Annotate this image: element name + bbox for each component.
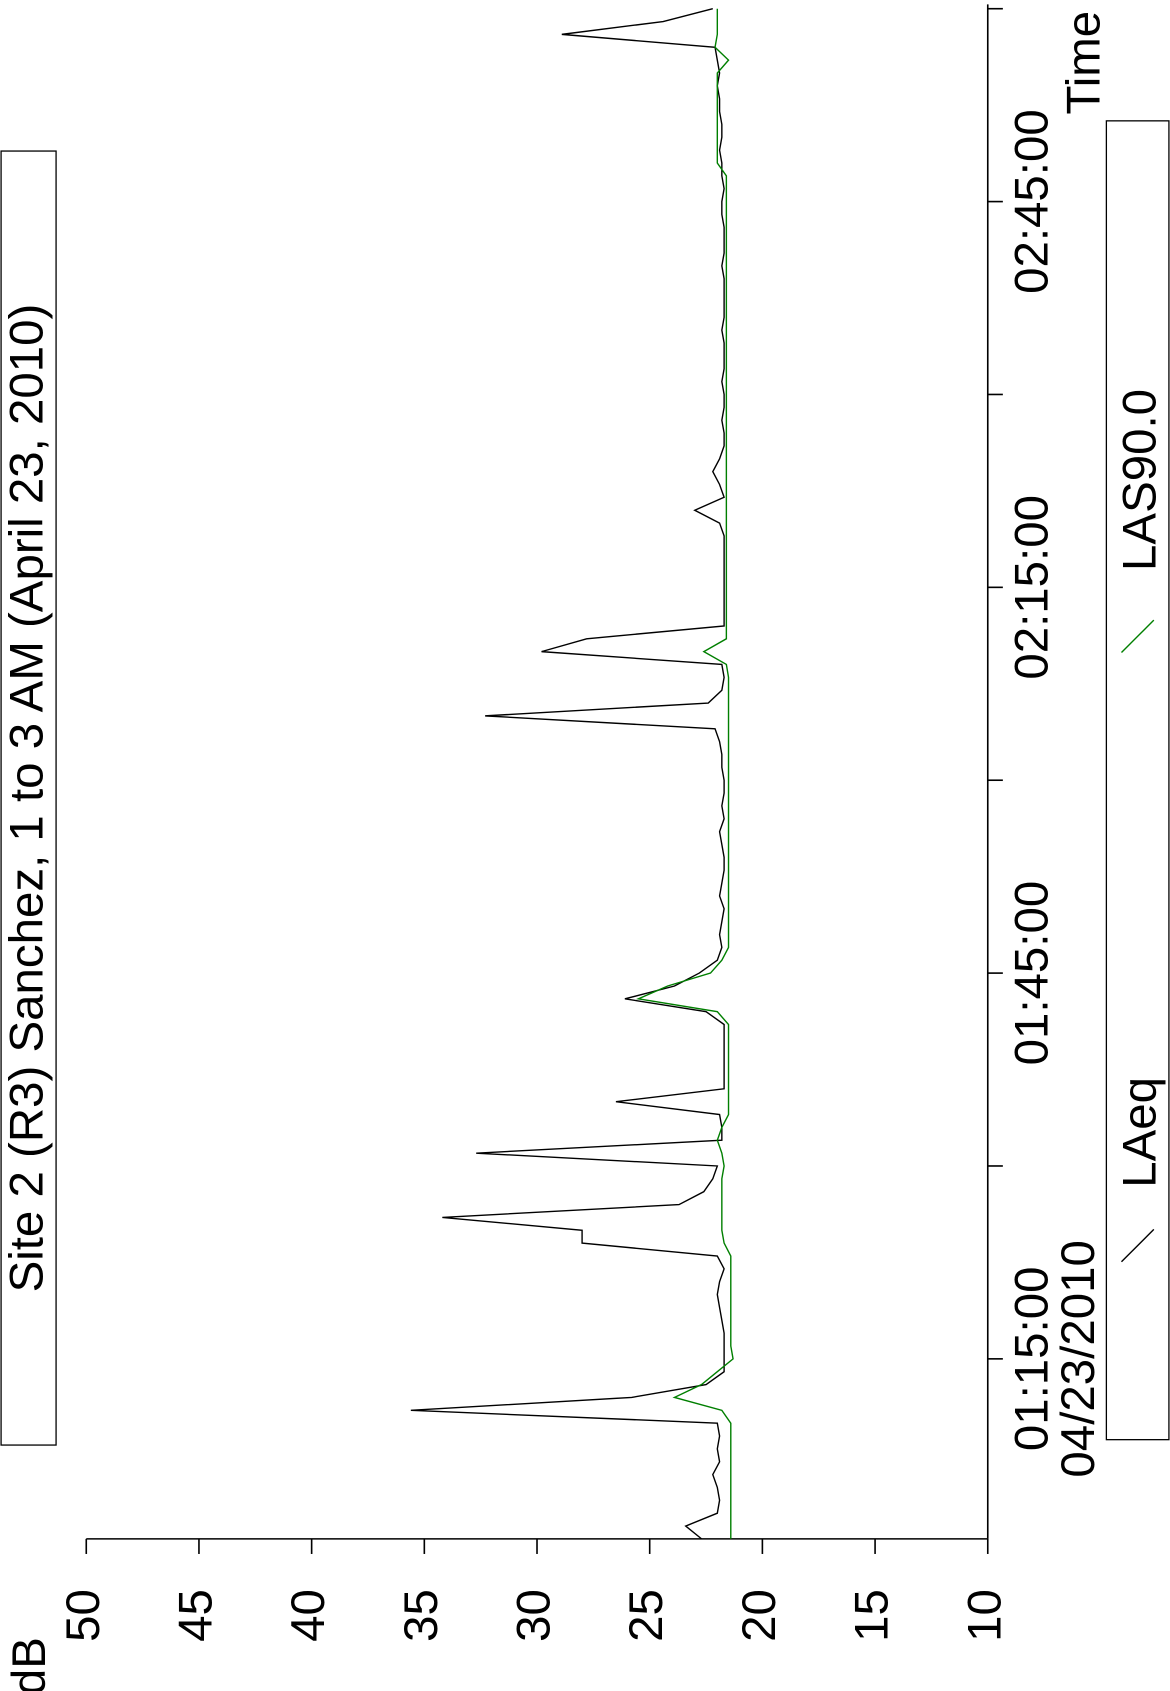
legend-swatch (1120, 619, 1155, 653)
x-tick-label: 01:15:00 (1006, 1267, 1059, 1452)
x-axis-label: Time (1057, 11, 1110, 115)
y-axis-label: dB (3, 1637, 56, 1691)
y-tick-label: 30 (508, 1589, 561, 1642)
y-tick-label: 45 (169, 1589, 222, 1642)
y-tick-label: 10 (958, 1589, 1011, 1642)
y-tick-label: 50 (57, 1589, 110, 1642)
chart-title: Site 2 (R3) Sanchez, 1 to 3 AM (April 23… (1, 304, 54, 1293)
series-line (635, 8, 734, 1539)
y-tick-label: 20 (733, 1589, 786, 1642)
y-tick-label: 25 (620, 1589, 673, 1642)
x-tick-label: 02:15:00 (1006, 495, 1059, 680)
x-tick-label: 02:45:00 (1006, 109, 1059, 294)
y-tick-label: 15 (846, 1589, 899, 1642)
legend-swatch (1120, 1228, 1155, 1263)
legend-label: LAeq (1114, 1077, 1167, 1188)
legend-box (1105, 120, 1170, 1441)
title-box (0, 150, 57, 1446)
y-tick-label: 35 (395, 1589, 448, 1642)
y-tick-label: 40 (282, 1589, 335, 1642)
date-annotation: 04/23/2010 (1052, 1240, 1105, 1477)
legend-label: LAS90.0 (1114, 389, 1167, 571)
x-tick-label: 01:45:00 (1006, 881, 1059, 1066)
series-line (410, 8, 725, 1540)
